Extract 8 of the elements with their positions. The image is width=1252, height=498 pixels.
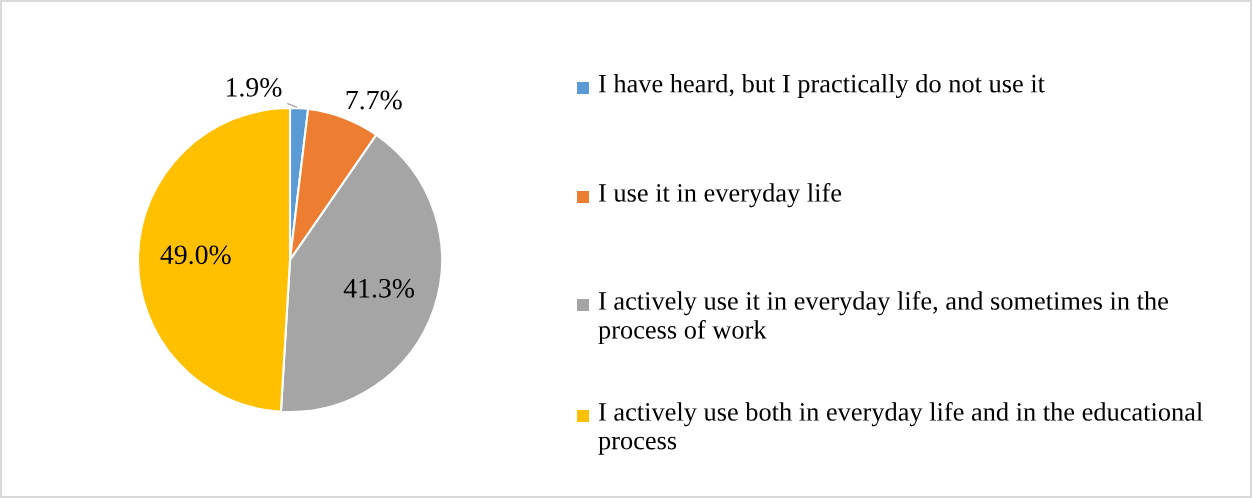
legend-label: I actively use both in everyday life and in the educational process [598,402,1203,455]
legend-label: I use it in everyday life [598,183,842,208]
data-label: 1.9% [226,77,282,97]
legend-label: I actively use it in everyday life, and sometimes in the process of work [598,291,1168,345]
data-label: 7.7% [346,90,402,110]
data-label: 41.3% [343,278,415,298]
legend-label: I have heard, but I practically do not use it [598,74,1045,99]
data-label: 49.0% [160,245,231,265]
